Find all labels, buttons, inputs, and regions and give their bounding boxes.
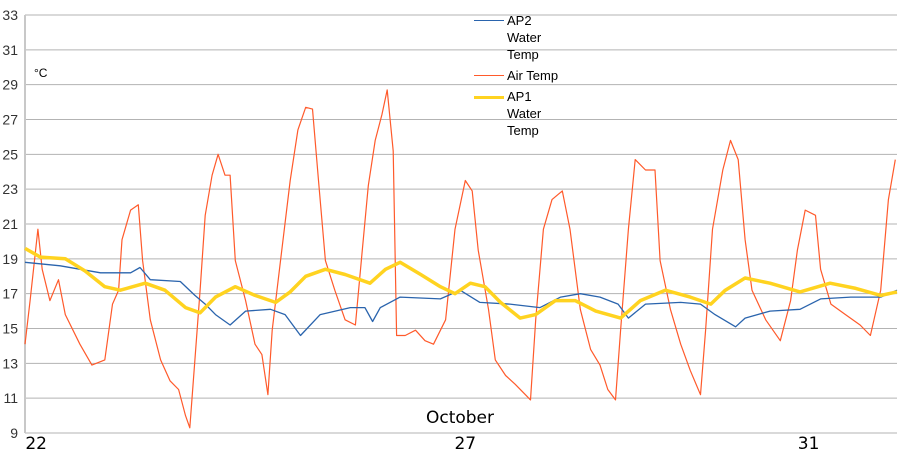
y-tick-label: 25 (2, 146, 18, 162)
y-tick-label: 33 (2, 7, 18, 23)
y-axis-unit-label: °C (34, 66, 48, 80)
y-tick-label: 11 (3, 390, 18, 406)
y-tick-label: 9 (10, 425, 18, 441)
y-tick-label: 15 (2, 321, 18, 337)
y-tick-label: 13 (2, 355, 18, 371)
legend-swatch (474, 75, 504, 76)
legend-swatch (474, 20, 504, 21)
y-tick-labels: 9 11 13 15 17 19 21 23 25 27 29 31 33 (2, 7, 18, 441)
y-tick-label: 31 (2, 42, 18, 58)
legend-item: AP2 Water Temp (474, 12, 574, 63)
gridlines (25, 14, 897, 434)
x-tick-label: 22 (25, 434, 47, 454)
x-tick-labels: 22 27 31 (25, 434, 819, 454)
legend: AP2 Water Temp Air Temp AP1 Water Temp (474, 12, 574, 143)
x-tick-label: 27 (454, 434, 476, 454)
legend-label: Air Temp (507, 68, 559, 83)
y-tick-label: 19 (2, 251, 18, 267)
legend-item: Air Temp (474, 67, 574, 84)
legend-label: AP2 Water Temp (507, 13, 542, 62)
y-tick-label: 17 (2, 286, 18, 302)
legend-item: AP1 Water Temp (474, 88, 574, 139)
series-line-air-temp (24, 89, 896, 429)
y-tick-label: 29 (2, 77, 18, 93)
x-axis-label: October (426, 408, 494, 428)
x-tick-label: 31 (798, 434, 820, 454)
y-tick-label: 27 (2, 112, 18, 128)
y-tick-label: 23 (2, 181, 18, 197)
legend-label: AP1 Water Temp (507, 89, 542, 138)
series-lines (24, 89, 898, 429)
y-tick-label: 21 (2, 216, 18, 232)
legend-swatch (474, 96, 504, 99)
series-line-ap2-water-temp (24, 261, 898, 337)
series-line-ap1-water-temp (24, 246, 898, 320)
